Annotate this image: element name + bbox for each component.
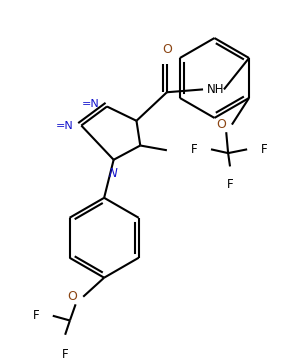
- Text: NH: NH: [207, 83, 224, 96]
- Text: =N: =N: [81, 99, 99, 109]
- Text: F: F: [191, 143, 198, 156]
- Text: F: F: [62, 348, 68, 360]
- Text: O: O: [162, 43, 172, 56]
- Text: O: O: [68, 290, 77, 303]
- Text: O: O: [216, 118, 226, 131]
- Text: F: F: [260, 143, 267, 156]
- Text: =N: =N: [56, 121, 74, 131]
- Text: F: F: [227, 178, 233, 191]
- Text: N: N: [108, 167, 117, 180]
- Text: F: F: [33, 309, 40, 322]
